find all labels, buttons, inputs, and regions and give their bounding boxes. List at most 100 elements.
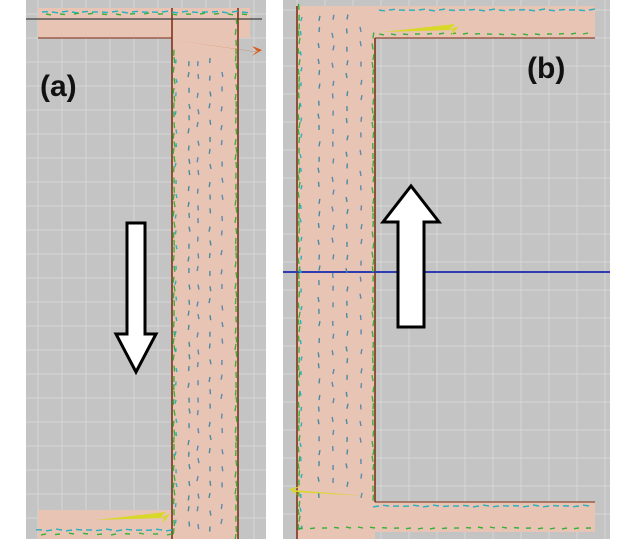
- velocity-vector: [234, 138, 237, 146]
- velocity-vector: [572, 505, 580, 508]
- velocity-vector: [472, 505, 480, 508]
- velocity-vector: [309, 527, 316, 530]
- velocity-vector: [221, 194, 224, 200]
- velocity-vector: [173, 141, 176, 148]
- velocity-vector: [187, 439, 190, 446]
- velocity-vector: [300, 133, 303, 138]
- velocity-vector: [331, 206, 334, 212]
- velocity-vector: [298, 500, 301, 508]
- velocity-vector: [372, 258, 375, 265]
- velocity-vector: [372, 304, 375, 311]
- velocity-vector: [498, 33, 505, 36]
- velocity-vector: [298, 435, 301, 442]
- panel-label-b: (b): [527, 52, 566, 85]
- velocity-vector: [208, 376, 211, 383]
- velocity-vector: [331, 381, 334, 387]
- velocity-vector: [360, 223, 363, 230]
- velocity-vector: [300, 16, 303, 22]
- velocity-vector: [346, 449, 349, 455]
- velocity-vector: [235, 480, 238, 487]
- velocity-vector: [220, 374, 223, 380]
- velocity-vector: [318, 198, 321, 204]
- velocity-vector: [208, 297, 211, 304]
- velocity-vector: [188, 103, 191, 110]
- velocity-vector: [332, 429, 335, 436]
- velocity-vector: [588, 8, 596, 11]
- velocity-vector: [110, 533, 117, 536]
- velocity-vector: [208, 103, 211, 109]
- velocity-vector: [221, 321, 224, 328]
- velocity-vector: [175, 245, 178, 250]
- panel-a: (a): [26, 0, 266, 539]
- velocity-vector: [345, 463, 348, 469]
- velocity-vector: [115, 13, 122, 16]
- velocity-vector: [234, 261, 237, 268]
- velocity-vector: [235, 291, 238, 298]
- velocity-vector: [172, 398, 175, 406]
- velocity-vector: [331, 237, 334, 243]
- velocity-vector: [345, 196, 348, 203]
- velocity-vector: [220, 393, 223, 399]
- velocity-vector: [522, 33, 529, 36]
- velocity-vector: [359, 170, 362, 177]
- velocity-vector: [300, 473, 303, 479]
- velocity-vector: [359, 420, 362, 427]
- velocity-vector: [221, 305, 224, 311]
- velocity-vector: [209, 315, 212, 321]
- velocity-vector: [197, 169, 200, 176]
- velocity-vector: [317, 239, 320, 245]
- velocity-vector: [208, 252, 211, 259]
- velocity-vector: [199, 12, 206, 15]
- velocity-vector: [209, 359, 212, 365]
- velocity-vector: [332, 80, 335, 86]
- velocity-vector: [332, 189, 335, 195]
- velocity-vector: [371, 187, 374, 194]
- velocity-vector: [298, 247, 301, 254]
- velocity-vector: [221, 449, 224, 455]
- velocity-vector: [346, 91, 349, 97]
- velocity-vector: [298, 121, 301, 129]
- velocity-vector: [297, 68, 300, 76]
- velocity-vector: [417, 527, 424, 530]
- velocity-vector: [101, 13, 108, 16]
- velocity-vector: [172, 148, 175, 155]
- velocity-vector: [346, 60, 349, 66]
- velocity-vector: [131, 10, 139, 13]
- velocity-vector: [209, 480, 212, 486]
- velocity-vector: [345, 418, 348, 425]
- velocity-vector: [234, 533, 237, 539]
- velocity-vector: [573, 527, 580, 530]
- velocity-vector: [537, 527, 544, 530]
- velocity-vector: [346, 208, 349, 215]
- velocity-vector: [165, 529, 173, 532]
- velocity-vector: [468, 8, 476, 11]
- velocity-vector: [220, 139, 223, 146]
- velocity-vector: [422, 505, 430, 508]
- velocity-vector: [332, 14, 335, 20]
- velocity-vector: [300, 406, 303, 411]
- velocity-vector: [297, 92, 300, 99]
- velocity-vector: [172, 482, 175, 489]
- velocity-vector: [187, 495, 190, 501]
- velocity-vector: [372, 505, 380, 508]
- velocity-vector: [174, 503, 177, 508]
- velocity-vector: [173, 221, 176, 228]
- velocity-vector: [369, 526, 376, 529]
- velocity-vector: [234, 153, 237, 160]
- velocity-vector: [300, 422, 303, 427]
- velocity-vector: [582, 504, 590, 507]
- velocity-vector: [298, 326, 301, 333]
- velocity-vector: [345, 268, 348, 274]
- velocity-vector: [231, 10, 239, 13]
- velocity-vector: [372, 68, 375, 75]
- velocity-vector: [318, 320, 321, 327]
- velocity-vector: [359, 26, 362, 32]
- velocity-vector: [318, 83, 321, 89]
- velocity-vector: [318, 26, 321, 33]
- velocity-vector: [346, 135, 349, 141]
- velocity-vector: [235, 272, 238, 279]
- velocity-vector: [318, 265, 321, 271]
- velocity-vector: [372, 386, 375, 393]
- velocity-vector: [298, 59, 301, 66]
- velocity-vector: [317, 352, 320, 358]
